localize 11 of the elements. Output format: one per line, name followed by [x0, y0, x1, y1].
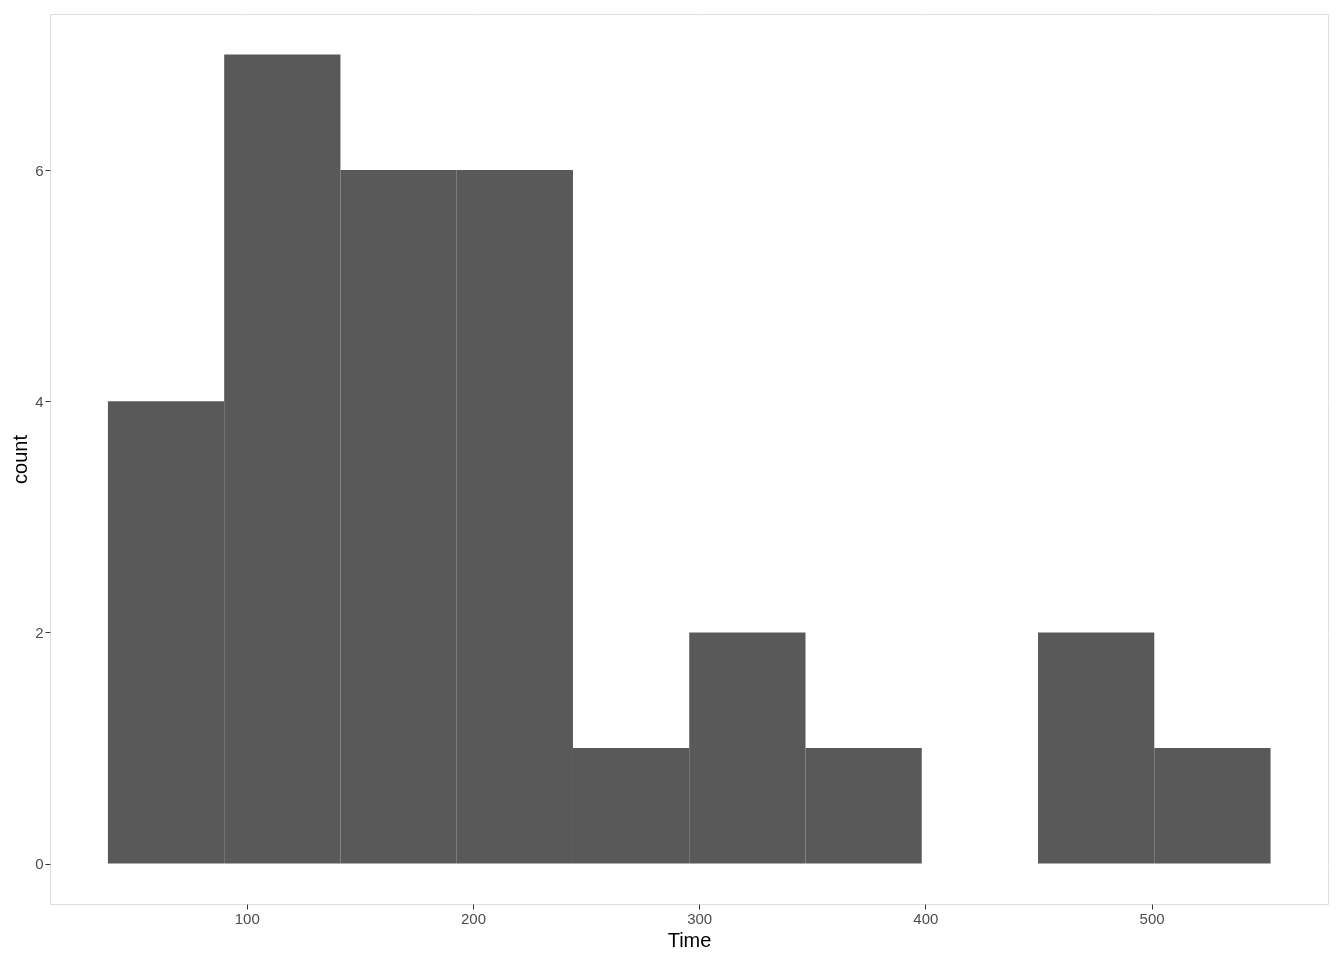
- y-tick-label: 6: [35, 161, 44, 179]
- x-tick-label: 500: [1139, 909, 1165, 927]
- x-axis-title: Time: [667, 928, 712, 951]
- y-axis-title: count: [9, 434, 32, 484]
- y-tick-label: 4: [35, 392, 44, 410]
- x-tick-label: 300: [687, 909, 713, 927]
- x-tick-label: 100: [234, 909, 260, 927]
- y-tick-label: 0: [35, 855, 44, 873]
- x-tick-label: 400: [913, 909, 939, 927]
- x-tick-label: 200: [460, 909, 486, 927]
- y-tick-label: 2: [35, 623, 44, 641]
